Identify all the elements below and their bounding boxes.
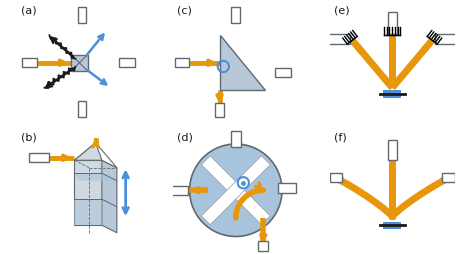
Bar: [215, 104, 224, 118]
Polygon shape: [201, 156, 270, 225]
Polygon shape: [74, 173, 117, 181]
Text: (d): (d): [177, 132, 193, 142]
Bar: [71, 55, 88, 72]
Bar: [29, 154, 49, 163]
Bar: [327, 35, 350, 45]
Bar: [388, 141, 397, 161]
Polygon shape: [102, 161, 117, 233]
Bar: [74, 161, 102, 225]
Bar: [231, 131, 241, 148]
Bar: [231, 8, 240, 24]
Text: (a): (a): [21, 5, 36, 15]
Text: (f): (f): [334, 132, 346, 142]
Polygon shape: [74, 199, 102, 225]
Bar: [435, 35, 457, 45]
Text: (c): (c): [177, 5, 192, 15]
Polygon shape: [219, 36, 264, 91]
Bar: [442, 174, 455, 182]
Bar: [119, 59, 135, 68]
Bar: [383, 222, 401, 229]
Bar: [388, 12, 397, 35]
Bar: [258, 242, 268, 251]
Bar: [278, 183, 296, 193]
Text: (b): (b): [21, 132, 36, 142]
Bar: [22, 59, 37, 68]
Bar: [175, 59, 189, 68]
Bar: [330, 174, 342, 182]
Bar: [383, 91, 401, 98]
Text: (e): (e): [334, 5, 349, 15]
Polygon shape: [74, 143, 117, 168]
Bar: [172, 186, 188, 195]
Circle shape: [190, 145, 282, 236]
Polygon shape: [201, 156, 270, 225]
Bar: [275, 69, 292, 78]
Polygon shape: [74, 143, 102, 161]
Circle shape: [237, 178, 249, 189]
Bar: [78, 101, 86, 118]
Bar: [78, 8, 86, 24]
